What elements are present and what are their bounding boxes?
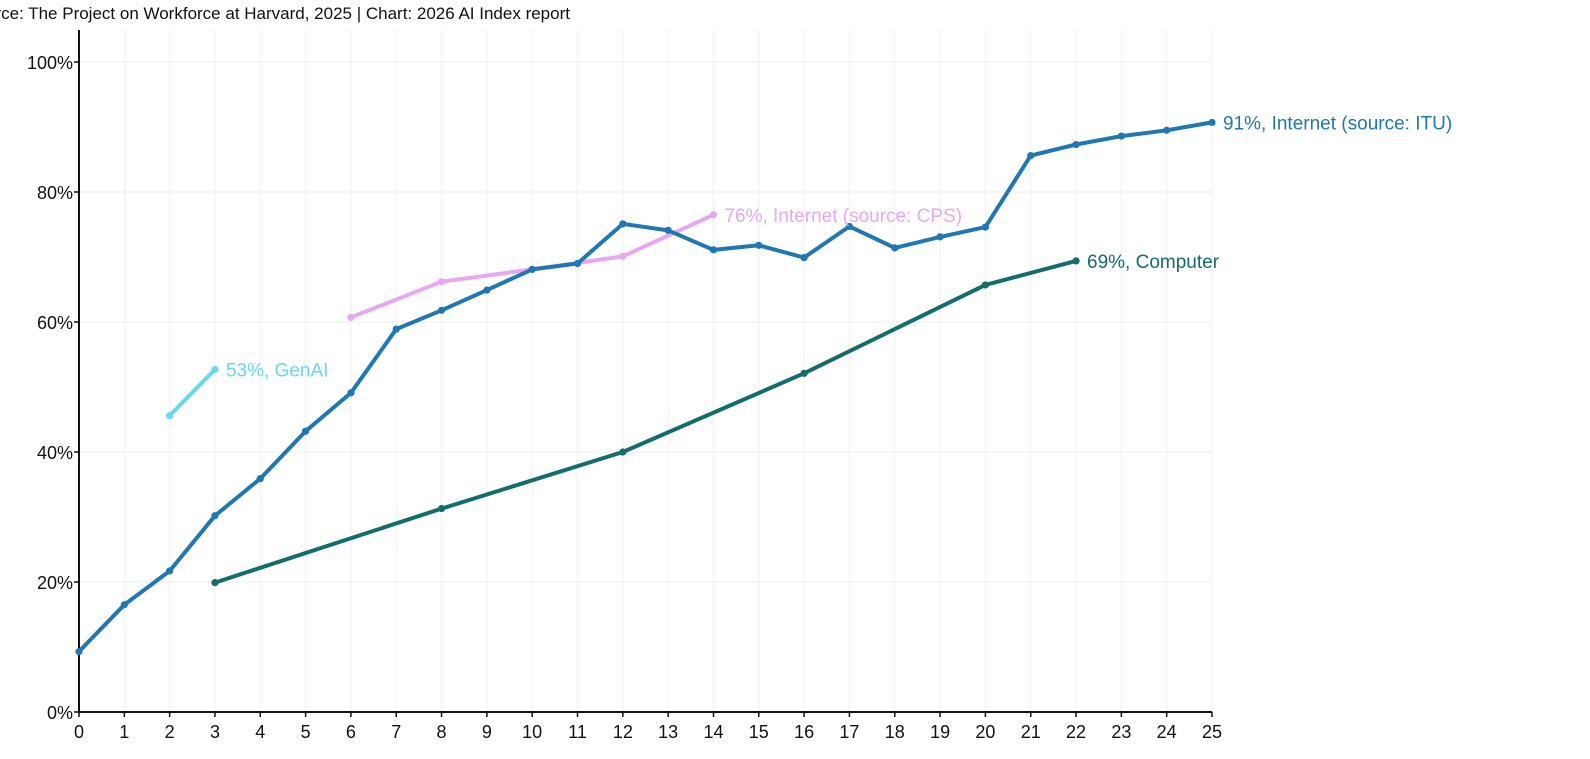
data-point-computer	[619, 448, 627, 456]
series-line-computer	[213, 258, 1078, 585]
x-tick-label: 15	[749, 722, 769, 742]
x-tick-label: 10	[522, 722, 542, 742]
data-point-genai	[166, 412, 174, 420]
x-tick-label: 11	[568, 722, 587, 742]
series-line-genai	[167, 367, 217, 418]
end-label-internet-source-itu: 91%, Internet (source: ITU)	[1223, 113, 1452, 134]
x-tick-label: 7	[391, 722, 401, 742]
data-point-internet-source-itu	[573, 259, 582, 268]
x-tick-label: 5	[301, 722, 311, 742]
x-tick-label: 13	[658, 722, 678, 742]
data-point-internet-source-itu	[437, 306, 446, 314]
x-tick-label: 12	[613, 722, 633, 742]
data-point-internet-source-itu	[528, 265, 536, 273]
data-point-internet-source-itu	[347, 389, 355, 397]
data-point-internet-source-itu	[1027, 152, 1035, 160]
data-point-internet-source-itu	[755, 241, 763, 249]
x-tick-label: 18	[885, 722, 905, 742]
data-point-internet-source-itu	[981, 223, 990, 231]
data-point-internet-source-itu	[302, 427, 310, 435]
x-tick-label: 4	[255, 722, 265, 742]
x-tick-label: 14	[703, 722, 723, 742]
data-point-internet-source-itu	[936, 233, 944, 241]
data-point-internet-source-itu	[891, 244, 899, 252]
x-tick-label: 0	[74, 722, 84, 742]
end-label-genai: 53%, GenAI	[226, 360, 328, 381]
y-tick-label: 80%	[37, 183, 73, 203]
data-point-computer	[981, 281, 990, 289]
data-point-internet-source-cps	[347, 313, 355, 322]
x-tick-label: 19	[930, 722, 950, 742]
series-layer	[75, 118, 1216, 656]
axes: 0%20%40%60%80%100%0 1 2 3 4 5 6 7 8 9 10 11 12 13 14 15…	[27, 30, 1222, 742]
data-point-internet-source-itu	[1208, 118, 1216, 127]
x-tick-label: 20	[975, 722, 995, 742]
data-point-internet-source-cps	[709, 211, 718, 219]
data-point-internet-source-cps	[619, 252, 627, 260]
x-tick-label: 25	[1202, 722, 1222, 742]
data-point-internet-source-itu	[664, 226, 672, 234]
x-tick-label: 23	[1111, 722, 1131, 742]
data-point-internet-source-itu	[75, 647, 83, 656]
y-tick-label: 40%	[37, 443, 73, 463]
x-tick-label: 17	[839, 722, 859, 742]
data-point-internet-source-itu	[1117, 132, 1125, 140]
y-tick-label: 60%	[37, 313, 73, 333]
data-point-internet-source-itu	[1163, 126, 1171, 134]
end-labels: 91%, Internet (source: ITU) 76%, Internet…	[226, 113, 1452, 381]
data-point-internet-source-itu	[709, 246, 718, 254]
data-point-computer	[437, 504, 446, 513]
data-point-internet-source-cps	[437, 278, 446, 286]
series-line-internet-source-itu	[77, 120, 1214, 654]
data-point-internet-source-itu	[211, 512, 219, 520]
y-tick-label: 100%	[27, 53, 73, 73]
data-point-computer	[1072, 257, 1080, 265]
data-point-internet-source-itu	[800, 254, 808, 262]
x-tick-label: 9	[482, 722, 492, 742]
x-tick-label: 6	[346, 722, 356, 742]
data-point-internet-source-itu	[256, 475, 264, 483]
data-point-computer	[211, 579, 219, 587]
data-point-genai	[211, 365, 219, 374]
x-tick-label: 2	[165, 722, 175, 742]
data-point-internet-source-itu	[845, 222, 854, 231]
data-point-internet-source-itu	[392, 325, 400, 333]
chart-source-note: urce: The Project on Workforce at Harvar…	[0, 4, 570, 23]
data-point-internet-source-itu	[120, 601, 128, 609]
data-point-internet-source-itu	[166, 567, 174, 575]
x-tick-label: 22	[1066, 722, 1086, 742]
y-tick-label: 0%	[47, 703, 73, 723]
x-tick-label: 8	[437, 722, 447, 742]
end-label-internet-source-cps: 76%, Internet (source: CPS)	[724, 206, 962, 227]
x-tick-label: 16	[794, 722, 814, 742]
x-tick-label: 1	[119, 722, 129, 742]
y-tick-label: 20%	[37, 573, 73, 593]
end-label-computer: 69%, Computer	[1087, 252, 1220, 273]
x-tick-label: 24	[1157, 722, 1177, 742]
data-point-internet-source-itu	[619, 220, 627, 228]
data-point-internet-source-itu	[1072, 140, 1080, 149]
data-point-computer	[800, 369, 808, 377]
x-tick-label: 21	[1021, 722, 1041, 742]
data-point-internet-source-itu	[483, 286, 491, 294]
x-tick-label: 3	[210, 722, 220, 742]
